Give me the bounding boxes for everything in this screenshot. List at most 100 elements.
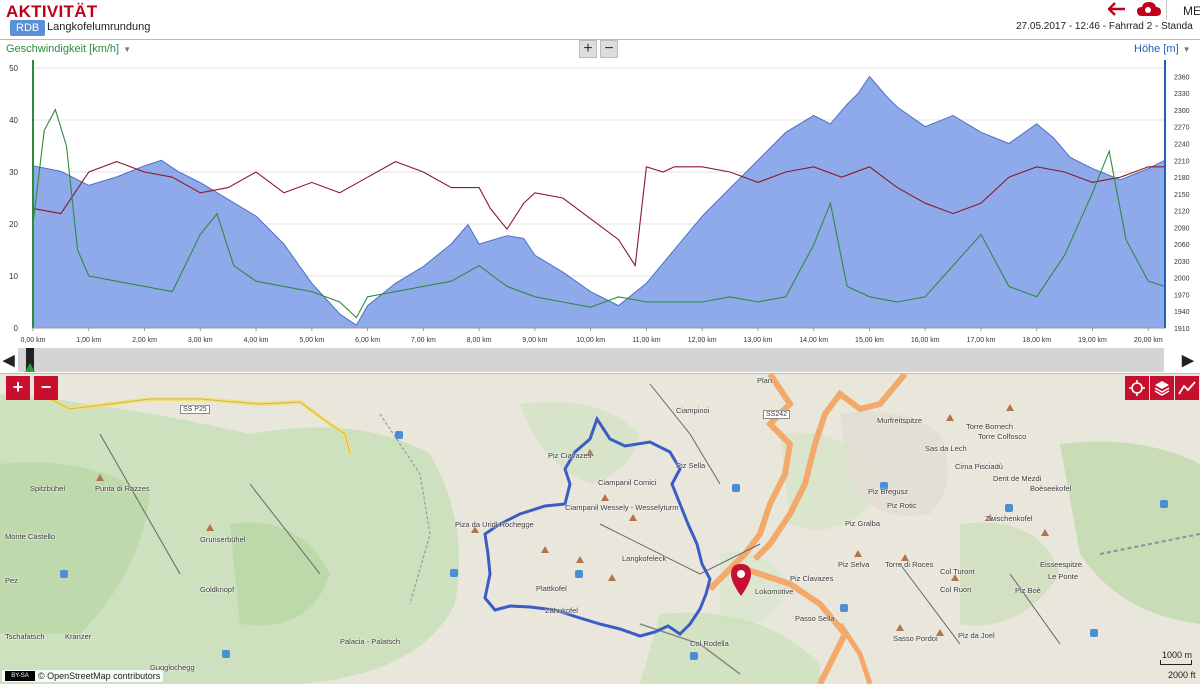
scrub-prev-icon[interactable]: ◀ (3, 352, 15, 369)
map-place-label: Piza da Uridl Rochegge (455, 520, 534, 529)
altitude-area (32, 75, 1166, 329)
x-tick-label: 7,00 km (411, 337, 436, 344)
x-tick-label: 18,00 km (1022, 337, 1051, 344)
x-tick-label: 13,00 km (744, 337, 773, 344)
chart-zoom-out-button[interactable]: − (600, 40, 618, 58)
x-tick-label: 8,00 km (467, 337, 492, 344)
map-place-label: Ciampinoi (676, 406, 710, 415)
locate-icon[interactable] (1125, 376, 1149, 400)
map-place-label: Piz Gralba (845, 519, 881, 528)
activity-date-info: 27.05.2017 - 12:46 - Fahrrad 2 - Standa (1016, 21, 1193, 32)
position-marker-icon[interactable] (25, 363, 35, 372)
header-divider (1166, 0, 1167, 20)
right-tick-label: 2330 (1174, 91, 1190, 98)
scale-feet: 2000 ft (1168, 670, 1196, 680)
right-tick-label: 2120 (1174, 209, 1190, 216)
x-tick-label: 11,00 km (632, 337, 660, 344)
right-tick-label: 1970 (1174, 292, 1190, 299)
route-map[interactable]: SS P25 Piz Ciavazes Ciampinoi Piz Sella Ciam… (0, 374, 1200, 684)
activity-type-badge: RDB (10, 20, 46, 36)
map-zoom-out-button[interactable]: − (34, 376, 58, 400)
layers-icon[interactable] (1150, 376, 1174, 400)
profile-icon[interactable] (1175, 376, 1199, 400)
right-tick-label: 2240 (1174, 141, 1190, 148)
speed-axis-selector[interactable]: Geschwindigkeit [km/h] ▼ (6, 43, 131, 55)
map-place-label: Grunserbühel (200, 535, 246, 544)
map-place-label: Zwischenkofel (985, 514, 1033, 523)
chart-canvas[interactable]: 0102030405019101940197020002030206020902… (0, 58, 1200, 346)
left-tick-label: 10 (9, 272, 18, 281)
chevron-down-icon: ▼ (1182, 45, 1191, 54)
x-tick-label: 0,00 km (21, 337, 46, 344)
map-place-label: Monte Castello (5, 532, 56, 541)
map-place-label: Piz Clavazes (790, 574, 834, 583)
map-place-label: Kranzer (65, 632, 92, 641)
scrub-track[interactable] (18, 348, 1164, 372)
right-tick-label: 2270 (1174, 125, 1190, 132)
map-place-label: SS242 (763, 410, 791, 419)
right-tick-label: 2000 (1174, 276, 1190, 283)
map-place-label: Passo Sella (795, 614, 835, 623)
map-place-label: Gugglochegg (150, 663, 195, 672)
x-tick-label: 10,00 km (576, 337, 605, 344)
page-title: AKTIVITÄT (6, 2, 98, 21)
chevron-down-icon: ▼ (123, 45, 132, 54)
left-tick-label: 50 (9, 64, 18, 73)
left-tick-label: 20 (9, 220, 18, 229)
speed-axis-label: Geschwindigkeit [km/h] (6, 43, 120, 55)
scrub-handle[interactable] (26, 348, 34, 372)
x-tick-label: 12,00 km (688, 337, 717, 344)
x-tick-label: 6,00 km (355, 337, 380, 344)
map-zoom-in-button[interactable]: + (6, 376, 30, 400)
map-place-label: Piz Rotic (887, 501, 917, 510)
altitude-axis-label: Höhe [m] (1134, 43, 1179, 55)
map-place-label: Ciampanil Comici (598, 478, 657, 487)
right-tick-label: 1910 (1174, 326, 1190, 333)
right-tick-label: 1940 (1174, 309, 1190, 316)
activity-name: Langkofelumrundung (47, 21, 151, 33)
map-place-label: Goldknopf (200, 585, 235, 594)
right-tick-label: 2150 (1174, 192, 1190, 199)
range-scrubber[interactable]: ◀ ▶ (0, 346, 1200, 374)
map-place-label: Piz Boè (1015, 586, 1041, 595)
location-pin-icon[interactable] (731, 564, 751, 596)
map-place-label: Piz Selva (838, 560, 870, 569)
x-tick-label: 2,00 km (132, 337, 157, 344)
map-place-label: Piz da Joel (958, 631, 995, 640)
x-tick-label: 3,00 km (188, 337, 213, 344)
right-tick-label: 2090 (1174, 225, 1190, 232)
map-place-label: Sasso Pordoi (893, 634, 938, 643)
x-tick-label: 20,00 km (1134, 337, 1163, 344)
x-tick-label: 16,00 km (911, 337, 940, 344)
map-canvas[interactable] (0, 374, 1200, 684)
user-menu[interactable]: ME (1183, 4, 1200, 18)
map-place-label: Murfreitspitze (877, 416, 923, 425)
speed-line (32, 108, 1166, 319)
altitude-axis-selector[interactable]: Höhe [m] ▼ (1134, 43, 1191, 55)
cloud-sync-icon[interactable] (1136, 1, 1162, 22)
back-arrow-icon[interactable] (1107, 1, 1126, 21)
app-header: AKTIVITÄT RDB Langkofelumrundung 27.05.2… (0, 0, 1200, 40)
right-tick-label: 2360 (1174, 74, 1190, 81)
map-place-label: Col Turont (940, 567, 975, 576)
map-place-label: Piz Sella (676, 461, 706, 470)
activity-chart[interactable]: 0 10 20 30 40 50 1910 1940 1970 2000 2030 2060 2090 2… (0, 58, 1200, 346)
scrub-next-icon[interactable]: ▶ (1182, 352, 1194, 369)
scale-meters: 1000 m (1162, 650, 1193, 660)
right-tick-label: 2300 (1174, 108, 1190, 115)
chart-zoom-in-button[interactable]: + (579, 40, 597, 58)
left-tick-label: 30 (9, 168, 18, 177)
right-tick-label: 2030 (1174, 259, 1190, 266)
x-tick-label: 14,00 km (799, 337, 828, 344)
map-place-label: Spitzbühel (30, 484, 66, 493)
cadence-line (32, 160, 1165, 268)
map-place-label: Plattkofel (536, 584, 567, 593)
map-place-label: Cima Pisciadù (955, 462, 1003, 471)
osm-attribution[interactable]: © OpenStreetMap contributors (38, 671, 161, 681)
x-tick-label: 19,00 km (1078, 337, 1107, 344)
map-place-label: Dent de Mezdi (993, 474, 1042, 483)
license-badge[interactable]: BY-SA (5, 671, 35, 681)
x-tick-label: 4,00 km (244, 337, 269, 344)
map-place-label: Pez (5, 576, 18, 585)
right-tick-label: 2210 (1174, 158, 1190, 165)
